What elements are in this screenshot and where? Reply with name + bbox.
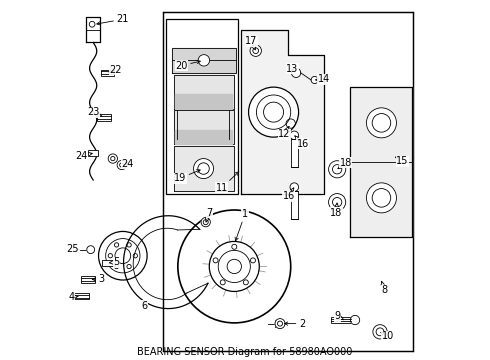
Text: 23: 23	[87, 107, 102, 117]
Bar	[291, 191, 298, 219]
Circle shape	[350, 315, 360, 325]
Text: 2: 2	[284, 319, 305, 329]
Text: 21: 21	[97, 14, 129, 25]
Text: 15: 15	[395, 157, 408, 166]
Bar	[163, 12, 413, 351]
Text: 25: 25	[67, 244, 79, 253]
Text: 24: 24	[75, 151, 92, 161]
Circle shape	[194, 158, 214, 179]
Text: 16: 16	[282, 188, 294, 201]
Text: 20: 20	[175, 60, 200, 71]
Circle shape	[248, 87, 298, 137]
Polygon shape	[175, 94, 232, 109]
Circle shape	[367, 108, 396, 138]
Text: 4: 4	[69, 292, 78, 302]
Bar	[291, 139, 298, 167]
Bar	[81, 276, 95, 283]
Circle shape	[198, 55, 210, 66]
Text: 6: 6	[141, 301, 147, 311]
Circle shape	[292, 68, 301, 77]
Text: 13: 13	[286, 64, 298, 73]
Circle shape	[201, 217, 210, 227]
Circle shape	[117, 160, 126, 170]
Circle shape	[290, 131, 298, 140]
Polygon shape	[350, 87, 412, 237]
Circle shape	[250, 45, 262, 57]
Bar	[167, 19, 238, 194]
Circle shape	[290, 183, 298, 192]
Circle shape	[87, 246, 95, 253]
Polygon shape	[173, 75, 234, 109]
Circle shape	[311, 76, 318, 84]
Text: 17: 17	[245, 36, 258, 50]
Text: 18: 18	[330, 203, 342, 218]
Polygon shape	[173, 146, 234, 191]
Polygon shape	[242, 30, 323, 194]
Circle shape	[367, 183, 396, 213]
Circle shape	[275, 319, 285, 329]
Text: 7: 7	[206, 208, 212, 222]
Text: 10: 10	[381, 332, 394, 342]
Text: 14: 14	[316, 74, 330, 84]
Bar	[101, 69, 114, 76]
Circle shape	[329, 161, 346, 178]
Circle shape	[373, 325, 387, 339]
Polygon shape	[173, 111, 234, 144]
Text: BEARING SENSOR Diagram for 58980AO000: BEARING SENSOR Diagram for 58980AO000	[137, 347, 353, 357]
Polygon shape	[175, 130, 232, 144]
Text: 22: 22	[109, 65, 122, 75]
Text: 19: 19	[174, 170, 200, 183]
Text: 18: 18	[338, 158, 352, 169]
Polygon shape	[172, 48, 236, 73]
Text: 24: 24	[122, 159, 134, 169]
Text: 5: 5	[109, 257, 120, 267]
Bar	[102, 260, 115, 266]
Bar	[88, 150, 98, 156]
Bar	[97, 114, 111, 121]
Text: 12: 12	[278, 126, 291, 139]
Text: 8: 8	[381, 282, 388, 295]
Bar	[74, 293, 89, 299]
Circle shape	[108, 154, 118, 163]
Text: 3: 3	[92, 274, 104, 284]
Circle shape	[98, 231, 147, 280]
Text: 9: 9	[335, 311, 344, 321]
Circle shape	[329, 194, 346, 211]
Bar	[331, 317, 351, 323]
Text: 11: 11	[216, 172, 239, 193]
Text: 1: 1	[235, 209, 248, 241]
Circle shape	[286, 119, 295, 128]
Text: 16: 16	[295, 136, 309, 149]
Circle shape	[178, 210, 291, 323]
